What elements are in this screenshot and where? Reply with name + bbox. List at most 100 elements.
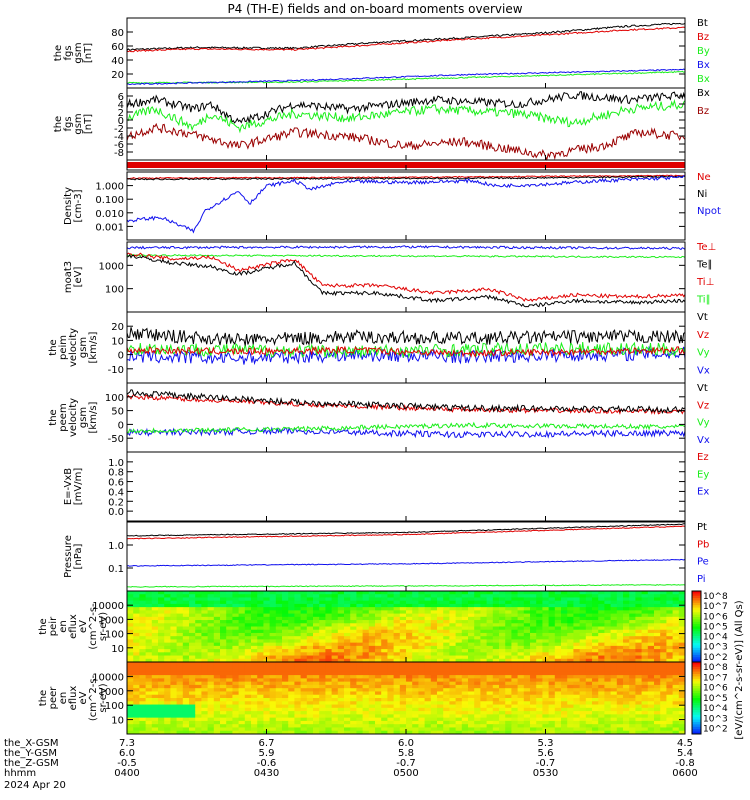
spectrogram-cell (629, 662, 636, 666)
spectrogram-cell (139, 603, 147, 608)
spectrogram-cell (592, 681, 599, 686)
spectrogram-cell (418, 655, 426, 660)
spectrogram-cell (288, 671, 295, 676)
spectrogram-cell (604, 671, 612, 676)
spectrogram-cell (331, 632, 339, 637)
spectrogram-cell (220, 655, 227, 660)
spectrogram-cell (554, 701, 562, 706)
ylabel-line: peem (58, 403, 69, 431)
spectrogram-cell (654, 607, 661, 611)
spectrogram-cell (127, 727, 134, 732)
spectrogram-cell (164, 701, 171, 706)
spectrogram-cell (331, 675, 339, 679)
ytick-label: -50 (108, 434, 124, 445)
spectrogram-cell (641, 591, 649, 595)
spectrogram-cell (164, 623, 171, 627)
spectrogram-cell (616, 724, 624, 728)
spectrogram-cell (313, 610, 320, 615)
spectrogram-cell (282, 610, 289, 615)
spectrogram-cell (164, 632, 171, 637)
spectrogram-cell (511, 678, 519, 683)
spectrogram-cell (499, 616, 506, 621)
spectrogram-cell (182, 665, 190, 670)
spectrogram-cell (641, 594, 649, 598)
spectrogram-cell (604, 620, 612, 624)
spectrogram-cell (536, 662, 543, 666)
spectrogram-cell (176, 704, 184, 709)
spectrogram-cell (523, 642, 531, 647)
spectrogram-cell (542, 620, 550, 624)
spectrogram-cell (412, 688, 419, 692)
spectrogram-cell (499, 607, 506, 611)
spectrogram-cell (145, 642, 153, 647)
spectrogram-cell (220, 724, 227, 728)
spectrogram-cell (437, 652, 444, 657)
spectrogram-cell (220, 720, 227, 725)
spectrogram-cell (232, 642, 240, 647)
spectrogram-cell (238, 668, 246, 673)
spectrogram-cell (561, 607, 568, 611)
ylabel-line: E=-VxB (63, 468, 74, 505)
spectrogram-cell (418, 607, 426, 611)
spectrogram-cell (635, 632, 643, 637)
spectrogram-cell (368, 714, 376, 719)
spectrogram-cell (635, 698, 643, 702)
spectrogram-cell (387, 623, 395, 627)
spectrogram-cell (257, 591, 264, 595)
spectrogram-cell (511, 675, 519, 679)
spectrogram-cell (585, 724, 593, 728)
spectrogram-cell (362, 720, 370, 725)
spectrogram-cell (350, 694, 357, 699)
spectrogram-cell (133, 720, 140, 725)
legend-Bz: Bz (697, 32, 709, 43)
spectrogram-cell (530, 727, 537, 732)
spectrogram-cell (585, 594, 593, 598)
spectrogram-cell (306, 597, 314, 602)
spectrogram-cell (437, 684, 444, 689)
spectrogram-cell (468, 649, 475, 653)
spectrogram-cell (424, 594, 432, 598)
spectrogram-cell (368, 610, 376, 615)
spectrogram-cell (195, 616, 202, 621)
spectrogram-cell (182, 597, 190, 602)
spectrogram-cell (654, 707, 661, 712)
legend-Te∥: Te∥ (696, 260, 713, 271)
spectrogram-cell (269, 704, 277, 709)
spectrogram-cell (660, 707, 667, 712)
spectrogram-cell (641, 665, 649, 670)
spectrogram-cell (182, 714, 190, 719)
spectrogram-cell (263, 675, 271, 679)
spectrogram-cell (666, 665, 674, 670)
spectrogram-cell (623, 626, 630, 631)
spectrogram-cell (238, 632, 246, 637)
spectrogram-cell (604, 639, 612, 644)
spectrogram-cell (158, 678, 165, 683)
spectrogram-cell (201, 603, 209, 608)
spectrogram-cell (505, 642, 512, 647)
spectrogram-cell (170, 629, 178, 634)
spectrogram-cell (275, 681, 283, 686)
spectrogram-cell (492, 675, 500, 679)
spectrogram-cell (499, 652, 506, 657)
spectrogram-cell (455, 720, 463, 725)
spectrogram-cell (213, 704, 221, 709)
spectrogram-cell (207, 665, 215, 670)
spectrogram-cell (542, 649, 550, 653)
colorbar-tick: 10^2 (703, 725, 728, 735)
spectrogram-cell (244, 652, 252, 657)
spectrogram-cell (300, 597, 308, 602)
spectrogram-cell (437, 597, 444, 602)
spectrogram-cell (133, 717, 140, 722)
spectrogram-cell (220, 730, 227, 735)
spectrogram-cell (616, 711, 624, 715)
spectrogram-cell (213, 717, 221, 722)
spectrogram-cell (170, 662, 178, 666)
spectrogram-cell (492, 613, 500, 618)
spectrogram-cell (213, 636, 221, 640)
spectrogram-cell (207, 704, 215, 709)
spectrogram-cell (133, 642, 140, 647)
spectrogram-cell (554, 658, 562, 663)
spectrogram-cell (573, 671, 581, 676)
spectrogram-cell (486, 613, 494, 618)
